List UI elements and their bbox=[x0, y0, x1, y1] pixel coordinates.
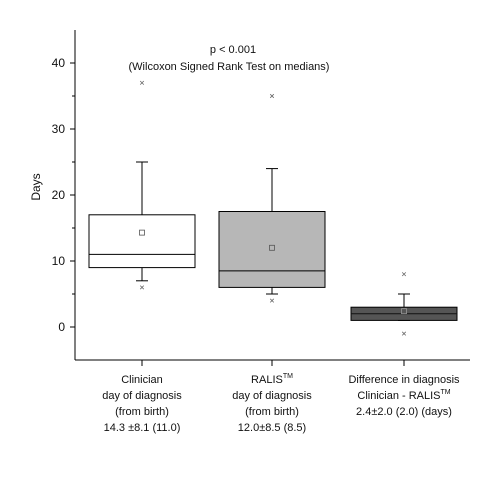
category-label-line: Clinician bbox=[121, 374, 163, 386]
outlier-low-marker bbox=[139, 285, 145, 290]
category-label: RALISTM day of diagnosis (from birth) 12.0±… bbox=[232, 373, 312, 434]
box-group bbox=[350, 272, 458, 336]
iqr-box bbox=[88, 214, 196, 269]
trademark-superscript: TM bbox=[441, 389, 451, 396]
outlier-stroke bbox=[401, 272, 407, 277]
outlier-high-marker bbox=[139, 80, 145, 85]
category-label: Clinician day of diagnosis (from birth) 14.… bbox=[102, 374, 182, 434]
box-group bbox=[88, 80, 196, 290]
label-text: Clinician - RALIS bbox=[357, 390, 440, 402]
outlier-stroke bbox=[139, 285, 145, 290]
category-label-line: day of diagnosis bbox=[102, 390, 182, 402]
category-label-line: 12.0±8.5 (8.5) bbox=[238, 422, 306, 434]
y-axis-label: Days bbox=[29, 173, 43, 200]
outlier-high-marker bbox=[401, 272, 407, 277]
y-tick-label: 40 bbox=[52, 56, 66, 70]
box-group bbox=[218, 93, 326, 303]
category-label-line: 2.4±2.0 (2.0) (days) bbox=[356, 406, 452, 418]
outlier-stroke bbox=[139, 80, 145, 85]
category-label-line: (from birth) bbox=[245, 406, 299, 418]
category-label-line: RALISTM bbox=[251, 373, 293, 386]
iqr-box bbox=[218, 211, 326, 288]
mean-marker bbox=[401, 308, 407, 315]
mean-marker bbox=[269, 244, 275, 251]
category-labels: Clinician day of diagnosis (from birth) 14.… bbox=[102, 373, 460, 434]
label-text: RALIS bbox=[251, 374, 283, 386]
category-label: Difference in diagnosis Clinician - RALIS… bbox=[348, 374, 460, 418]
mean-marker bbox=[139, 229, 145, 236]
outlier-stroke bbox=[269, 298, 275, 303]
category-label-line: day of diagnosis bbox=[232, 390, 312, 402]
boxes bbox=[88, 80, 458, 336]
y-tick-label: 30 bbox=[52, 122, 66, 136]
category-label-line: Difference in diagnosis bbox=[348, 374, 460, 386]
category-label-line: 14.3 ±8.1 (11.0) bbox=[104, 422, 181, 434]
outlier-stroke bbox=[401, 331, 407, 336]
axes: 0 10 20 30 40 bbox=[52, 30, 470, 366]
p-value-annotation: p < 0.001 bbox=[210, 44, 256, 56]
outlier-low-marker bbox=[401, 331, 407, 336]
y-tick-label: 0 bbox=[58, 320, 65, 334]
outlier-high-marker bbox=[269, 93, 275, 99]
y-tick-label: 20 bbox=[52, 188, 66, 202]
outlier-stroke bbox=[269, 93, 275, 99]
test-annotation: (Wilcoxon Signed Rank Test on medians) bbox=[129, 61, 330, 73]
y-tick-label: 10 bbox=[52, 254, 66, 268]
category-label-line: (from birth) bbox=[115, 406, 169, 418]
category-label-line: Clinician - RALISTM bbox=[357, 389, 450, 402]
trademark-superscript: TM bbox=[283, 373, 293, 380]
outlier-low-marker bbox=[269, 298, 275, 303]
